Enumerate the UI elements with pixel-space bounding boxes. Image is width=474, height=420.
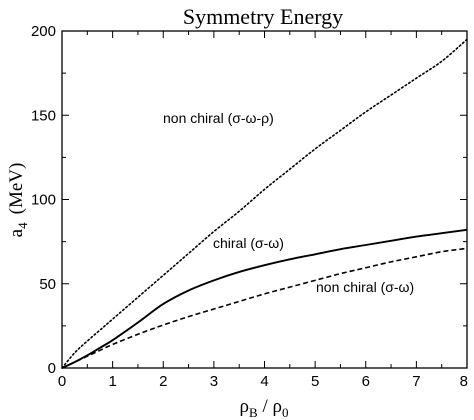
y-axis-label: a4 (MeV) xyxy=(6,163,30,238)
x-tick-label: 3 xyxy=(210,373,218,390)
y-tick-label: 200 xyxy=(31,23,56,40)
series-line-nonchiral-sigma-omega xyxy=(61,247,468,369)
chart-title: Symmetry Energy xyxy=(183,4,343,29)
y-tick-labels: 0 50 100 150 200 xyxy=(31,23,56,377)
annotation-chiral-sigma-omega: chiral (σ-ω) xyxy=(213,235,284,251)
annotation-nonchiral-sigma-omega-rho: non chiral (σ-ω-ρ) xyxy=(163,110,274,126)
x-tick-label: 5 xyxy=(311,373,319,390)
y-axis-label-unit: (MeV) xyxy=(6,163,27,215)
x-tick-label: 2 xyxy=(159,373,167,390)
x-tick-label: 0 xyxy=(58,373,66,390)
y-tick-label: 0 xyxy=(48,360,56,377)
y-tick-label: 50 xyxy=(39,276,56,293)
series-line-chiral-sigma-omega xyxy=(61,228,468,369)
x-axis-label-sep: / xyxy=(258,396,273,417)
y-axis-label-main: a xyxy=(6,228,27,237)
x-axis-label-main: ρ xyxy=(240,396,249,417)
x-axis-label-den-sub: 0 xyxy=(282,405,289,420)
plot-frame xyxy=(61,30,468,369)
axis-ticks xyxy=(61,30,468,369)
x-tick-label: 8 xyxy=(460,373,468,390)
x-tick-label: 6 xyxy=(362,373,370,390)
x-axis-label: ρB / ρ0 xyxy=(240,396,289,420)
y-axis-label-sub: 4 xyxy=(15,222,30,229)
series-group xyxy=(61,38,468,369)
x-tick-label: 7 xyxy=(412,373,420,390)
y-tick-label: 100 xyxy=(31,192,56,209)
x-axis-label-main-sub: B xyxy=(249,405,258,420)
x-tick-label: 4 xyxy=(260,373,268,390)
x-tick-labels: 0 1 2 3 4 5 6 7 8 xyxy=(58,373,468,390)
x-axis-label-den: ρ xyxy=(272,396,281,417)
series-line-nonchiral-sigma-omega-rho xyxy=(61,38,468,369)
y-tick-label: 150 xyxy=(31,107,56,124)
annotation-nonchiral-sigma-omega: non chiral (σ-ω) xyxy=(316,279,414,295)
x-tick-label: 1 xyxy=(108,373,116,390)
